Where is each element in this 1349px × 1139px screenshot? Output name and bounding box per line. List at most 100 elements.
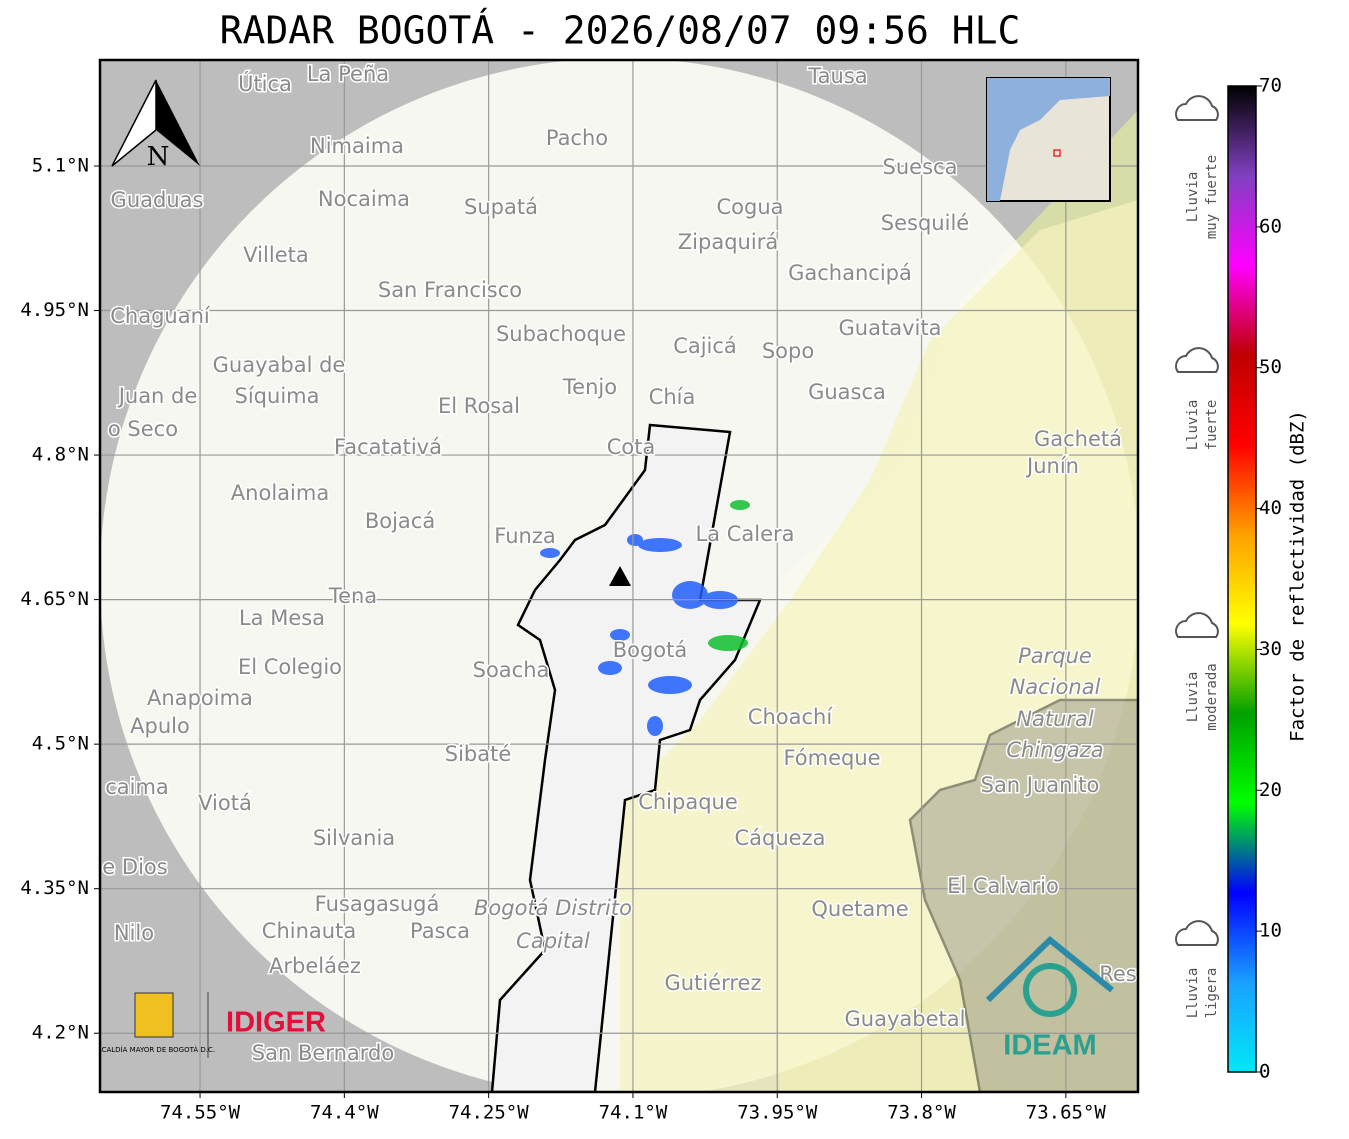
y-tick-label: 4.95°N bbox=[20, 299, 89, 321]
rain-label: Lluvia bbox=[1185, 968, 1201, 1019]
rain-icon bbox=[1175, 347, 1219, 373]
place-label: Sesquilé bbox=[881, 211, 969, 235]
place-label: Cogua bbox=[716, 195, 783, 219]
place-label: La Calera bbox=[695, 522, 794, 546]
alcaldia-logo: ALCALDÍA MAYOR DE BOGOTÁ D.C. bbox=[93, 1045, 215, 1054]
place-label: o Seco bbox=[108, 417, 178, 441]
north-label: N bbox=[147, 142, 170, 172]
x-tick-label: 73.8°W bbox=[887, 1102, 956, 1124]
rain-label: moderada bbox=[1204, 663, 1220, 730]
rain-category: Lluvia moderada bbox=[1175, 612, 1220, 731]
y-tick-label: 4.8°N bbox=[32, 444, 89, 466]
place-label: Juan de bbox=[117, 384, 198, 408]
y-tick-label: 5.1°N bbox=[32, 154, 89, 176]
place-label: Fusagasugá bbox=[315, 892, 440, 916]
place-label: Soacha bbox=[473, 658, 550, 682]
radar-echoes bbox=[540, 500, 750, 736]
place-label: Bojacá bbox=[365, 509, 435, 533]
park-area bbox=[908, 698, 1138, 1092]
place-label: Chaguaní bbox=[110, 304, 211, 328]
colorbar bbox=[1227, 85, 1257, 1073]
place-label: Supatá bbox=[464, 195, 538, 219]
place-label: Chipaque bbox=[638, 790, 738, 814]
park-label: Nacional bbox=[1010, 675, 1101, 699]
place-label: El Colegio bbox=[238, 655, 342, 679]
inset-map bbox=[986, 77, 1111, 202]
rain-category: Lluvia fuerte bbox=[1175, 347, 1220, 451]
terrain-east bbox=[620, 200, 1138, 1092]
place-label: Gutiérrez bbox=[665, 971, 762, 995]
place-label: Villeta bbox=[243, 243, 308, 267]
place-label: San Bernardo bbox=[252, 1041, 394, 1065]
y-tick-label: 4.65°N bbox=[20, 588, 89, 610]
place-label: El Calvario bbox=[947, 874, 1059, 898]
ideam-logo: IDEAM bbox=[1003, 1030, 1096, 1062]
place-label: Nilo bbox=[114, 921, 154, 945]
place-label: Guayabal de bbox=[213, 353, 346, 377]
y-tick-label: 4.5°N bbox=[32, 733, 89, 755]
place-label: La Peña bbox=[307, 62, 389, 86]
place-label: Anolaima bbox=[231, 481, 329, 505]
park-label: Natural bbox=[1016, 707, 1094, 731]
place-label: Tena bbox=[328, 584, 377, 608]
map-frame bbox=[98, 58, 1140, 1094]
x-tick-label: 74.55°W bbox=[160, 1102, 241, 1124]
place-label: Nocaima bbox=[318, 187, 410, 211]
logos: ALCALDÍA MAYOR DE BOGOTÁ D.C. IDIGER IDE… bbox=[93, 936, 1114, 1062]
place-labels: La Peña Útica Tausa Pacho Nimaima Suesca Guadu… bbox=[101, 61, 1138, 1067]
rain-icon bbox=[1175, 612, 1219, 638]
place-label: Zipaquirá bbox=[678, 230, 778, 254]
park-label: Chingaza bbox=[1006, 738, 1103, 762]
place-label: Guaduas bbox=[111, 188, 204, 212]
place-label: Viotá bbox=[198, 791, 252, 815]
place-label: Chinauta bbox=[262, 919, 356, 943]
place-label: El Rosal bbox=[438, 394, 520, 418]
place-label: Tenjo bbox=[562, 375, 617, 399]
place-label: Funza bbox=[494, 524, 555, 548]
rain-label: Lluvia bbox=[1185, 672, 1201, 723]
place-label: Pasca bbox=[410, 919, 470, 943]
idiger-logo: IDIGER bbox=[226, 1007, 326, 1039]
place-label: Bogotá bbox=[613, 638, 688, 662]
place-label: Pacho bbox=[546, 126, 608, 150]
place-label: Apulo bbox=[130, 714, 190, 738]
place-label: Sopo bbox=[762, 339, 814, 363]
place-label: Gachetá bbox=[1034, 427, 1122, 451]
place-label: Fómeque bbox=[783, 746, 880, 770]
colorbar-tick-label: 40 bbox=[1259, 497, 1282, 519]
rain-label: fuerte bbox=[1204, 400, 1220, 451]
place-label: Guatavita bbox=[839, 316, 942, 340]
place-label: Sibaté bbox=[445, 742, 512, 766]
colorbar-label: Factor de reflectividad (dBZ) bbox=[1287, 410, 1309, 742]
x-tick-label: 74.1°W bbox=[599, 1102, 668, 1124]
place-label: Choachí bbox=[748, 705, 834, 729]
colorbar-tick-label: 70 bbox=[1259, 75, 1282, 97]
rain-category: Lluvia ligera bbox=[1175, 920, 1220, 1019]
colorbar-tick-label: 50 bbox=[1259, 356, 1282, 378]
title: RADAR BOGOTÁ - 2026/08/07 09:56 HLC bbox=[220, 9, 1021, 53]
rain-icon bbox=[1175, 95, 1219, 121]
place-label: Subachoque bbox=[496, 322, 626, 346]
place-label: Facatativá bbox=[334, 435, 442, 459]
place-label: Síquima bbox=[235, 384, 320, 408]
grid bbox=[100, 60, 1138, 1092]
place-label: Quetame bbox=[811, 897, 908, 921]
colorbar-tick-label: 60 bbox=[1259, 215, 1282, 237]
rain-label: muy fuerte bbox=[1204, 155, 1220, 239]
y-tick-label: 4.2°N bbox=[32, 1022, 89, 1044]
north-arrow: N bbox=[111, 79, 200, 172]
place-label: Anapoima bbox=[147, 686, 253, 710]
x-tick-label: 74.25°W bbox=[449, 1102, 530, 1124]
place-label: Cáqueza bbox=[735, 826, 826, 850]
place-label: San Francisco bbox=[378, 278, 522, 302]
axes: 74.55°W 74.4°W 74.25°W 74.1°W 73.95°W 73.8°W 7… bbox=[20, 154, 1106, 1123]
place-label: Suesca bbox=[883, 155, 958, 179]
x-tick-label: 74.4°W bbox=[310, 1102, 379, 1124]
colorbar-axis: 0 10 20 30 40 50 60 70 bbox=[1256, 75, 1282, 1083]
district-label: Capital bbox=[516, 929, 590, 953]
place-label: Arbeláez bbox=[269, 954, 361, 978]
place-label: Nimaima bbox=[310, 134, 404, 158]
place-label: Guasca bbox=[808, 380, 886, 404]
y-tick-label: 4.35°N bbox=[20, 877, 89, 899]
